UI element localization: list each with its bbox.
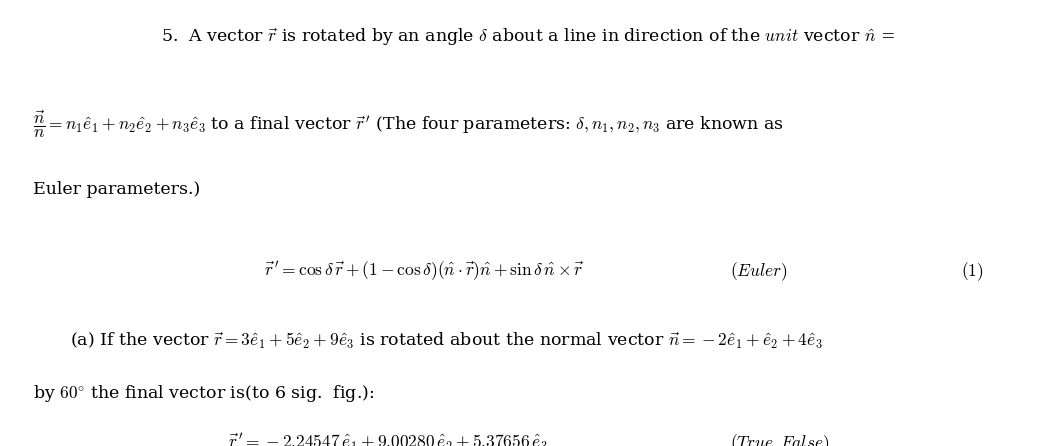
Text: by $60^{\circ}$ the final vector is(to 6 sig.  fig.):: by $60^{\circ}$ the final vector is(to 6…	[34, 383, 375, 404]
Text: $\vec{r}^{\,\prime} = -2.24547\,\hat{e}_1 + 9.00280\,\hat{e}_2 + 5.37656\,\hat{e: $\vec{r}^{\,\prime} = -2.24547\,\hat{e}_…	[228, 432, 548, 446]
Text: (a) If the vector $\vec{r} = 3\hat{e}_1+5\hat{e}_2+9\hat{e}_3$ is rotated about : (a) If the vector $\vec{r} = 3\hat{e}_1+…	[70, 330, 823, 351]
Text: $\vec{r}^{\,\prime} = \cos\delta\,\vec{r} + (1 - \cos\delta)(\hat{n}\cdot\vec{r}: $\vec{r}^{\,\prime} = \cos\delta\,\vec{r…	[264, 260, 585, 283]
Text: $(\mathit{True, False})$: $(\mathit{True, False})$	[730, 432, 829, 446]
Text: $\dfrac{\vec{n}}{n} = n_1\hat{e}_1 + n_2\hat{e}_2 + n_3\hat{e}_3$ to a final vec: $\dfrac{\vec{n}}{n} = n_1\hat{e}_1 + n_2…	[34, 109, 785, 140]
Text: Euler parameters.): Euler parameters.)	[34, 182, 201, 198]
Text: $(\mathit{Euler})$: $(\mathit{Euler})$	[730, 260, 788, 283]
Text: $(1)$: $(1)$	[961, 260, 983, 283]
Text: 5.  A vector $\vec{r}$ is rotated by an angle $\delta$ about a line in direction: 5. A vector $\vec{r}$ is rotated by an a…	[162, 26, 894, 48]
